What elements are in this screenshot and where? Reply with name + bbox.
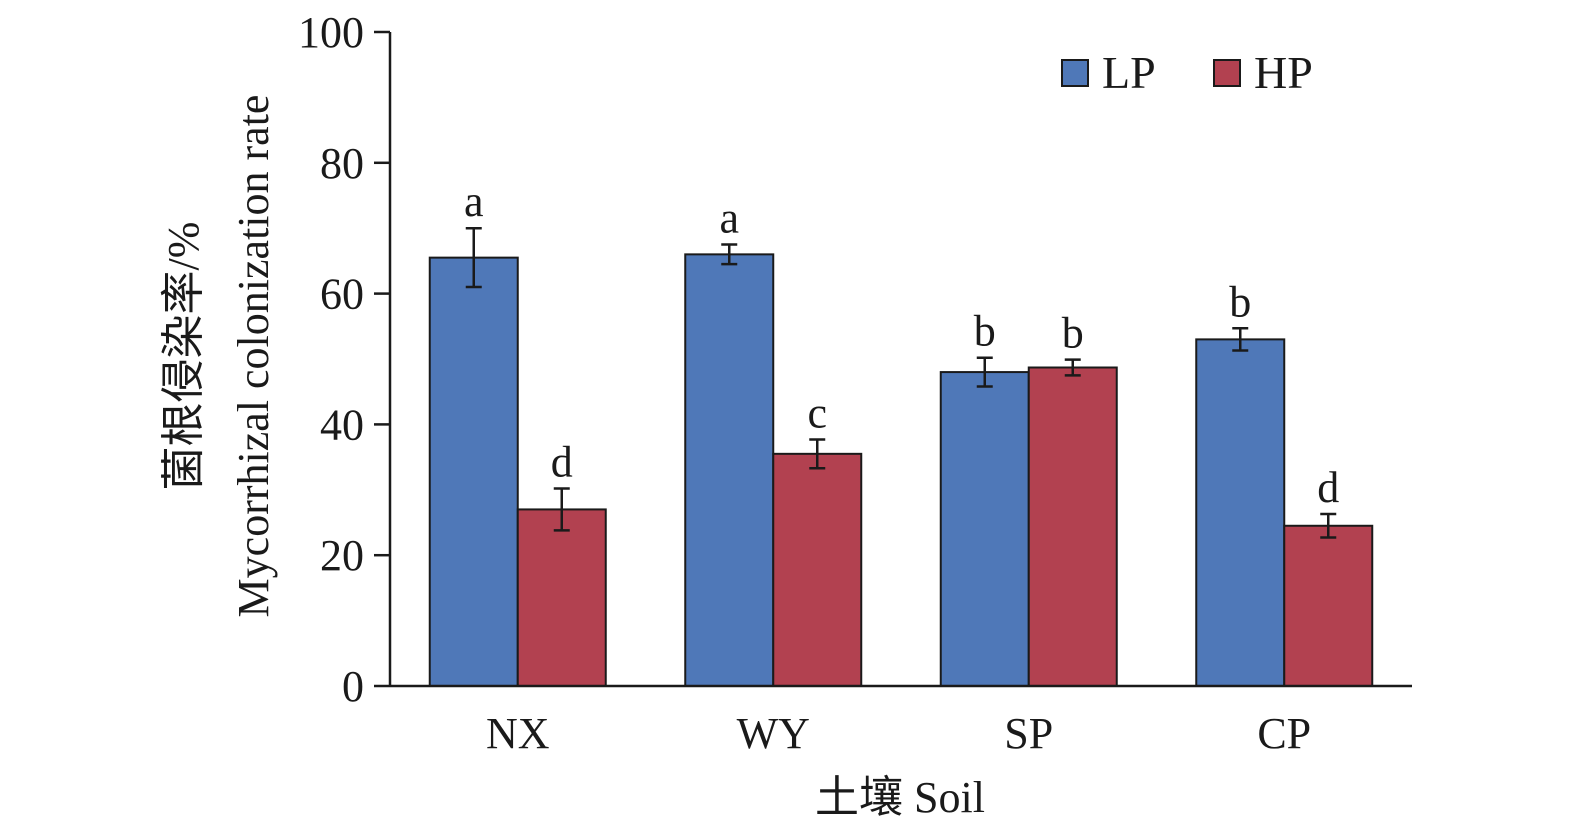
significance-letter: a bbox=[464, 177, 484, 226]
bar-lp-cp bbox=[1195, 338, 1286, 687]
y-tick-label: 0 bbox=[342, 662, 364, 711]
significance-letter: d bbox=[551, 437, 573, 486]
y-tick-label: 40 bbox=[320, 400, 364, 449]
significance-letter: b bbox=[1062, 309, 1084, 358]
bar-hp-sp bbox=[1027, 366, 1118, 687]
significance-letter: c bbox=[807, 388, 827, 437]
y-axis-title-group: 菌根侵染率/% Mycorrhizal colonization rate bbox=[159, 95, 278, 618]
significance-letter: b bbox=[974, 307, 996, 356]
x-tick-label: NX bbox=[486, 709, 550, 758]
legend: LP HP bbox=[1061, 47, 1313, 98]
significance-letter: d bbox=[1317, 463, 1339, 512]
y-axis-title-english: Mycorrhizal colonization rate bbox=[229, 95, 278, 618]
legend-swatch-hp bbox=[1213, 59, 1241, 87]
x-tick-label: CP bbox=[1257, 709, 1311, 758]
bar-hp-cp bbox=[1283, 524, 1374, 688]
y-tick-label: 20 bbox=[320, 531, 364, 580]
x-tick-label: WY bbox=[737, 709, 810, 758]
y-axis-title-chinese: 菌根侵染率/% bbox=[159, 222, 208, 491]
bar-lp-nx bbox=[428, 256, 519, 687]
y-axis-ticks: 0 20 40 60 80 100 bbox=[298, 8, 390, 711]
y-tick-label: 100 bbox=[298, 8, 364, 57]
x-axis-title: 土壤 Soil bbox=[815, 773, 985, 822]
bar-group: a d a c b b b d bbox=[428, 177, 1374, 688]
legend-label-lp: LP bbox=[1102, 47, 1156, 98]
significance-letter: b bbox=[1229, 277, 1251, 326]
x-tick-label: SP bbox=[1004, 709, 1053, 758]
bar-lp-wy bbox=[684, 253, 775, 688]
bar-lp-sp bbox=[939, 371, 1030, 687]
bar-hp-nx bbox=[516, 508, 607, 688]
legend-swatch-lp bbox=[1061, 59, 1089, 87]
y-tick-label: 60 bbox=[320, 270, 364, 319]
x-axis-ticks: NX WY SP CP bbox=[486, 709, 1311, 758]
axes bbox=[388, 32, 1412, 688]
significance-letter: a bbox=[719, 194, 739, 243]
bar-hp-wy bbox=[772, 452, 863, 687]
y-tick-label: 80 bbox=[320, 139, 364, 188]
legend-label-hp: HP bbox=[1254, 47, 1313, 98]
